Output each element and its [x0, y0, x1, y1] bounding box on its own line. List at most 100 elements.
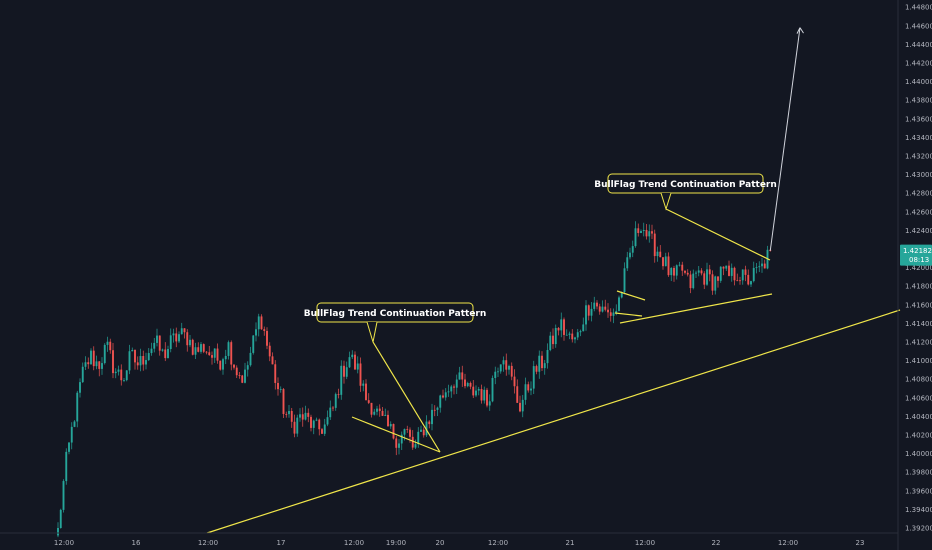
price-tick-label: 1.43000: [905, 171, 932, 179]
candle-body: [497, 371, 499, 373]
candle-body: [587, 305, 590, 316]
candle-body: [620, 292, 623, 298]
candle-body: [656, 251, 659, 257]
candle-body: [373, 411, 376, 415]
flag2-upper-line[interactable]: [665, 208, 771, 261]
candle-body: [307, 412, 310, 417]
candle-body: [618, 297, 620, 311]
candle-body: [560, 319, 563, 331]
candle-body: [686, 272, 689, 275]
candle-body: [728, 265, 730, 276]
candle-body: [376, 408, 378, 412]
candle-body: [340, 365, 343, 395]
price-tick-label: 1.42800: [905, 190, 932, 198]
candle-body: [109, 341, 112, 351]
candle-body: [406, 429, 409, 430]
price-tick-label: 1.41200: [905, 339, 932, 347]
candle-body: [92, 350, 95, 367]
price-tick-label: 1.43600: [905, 115, 932, 123]
time-axis[interactable]: 12:00 16 12:00 17 12:00 19:00 20 12:00 21 12:00 22…: [0, 532, 898, 547]
candle-body: [494, 371, 497, 378]
time-tick-label: 12:00: [198, 539, 218, 547]
candle-body: [761, 263, 763, 267]
candle-body: [530, 388, 532, 391]
candle-body: [117, 369, 120, 372]
candle-body: [98, 361, 101, 369]
candle-body: [241, 375, 244, 383]
candle-body: [623, 268, 626, 293]
candle-body: [466, 382, 469, 387]
flag2-lower-line[interactable]: [619, 293, 773, 324]
time-tick-label: 12:00: [778, 539, 798, 547]
annotations-layer[interactable]: BullFlag Trend Continuation Pattern BullF…: [304, 173, 777, 343]
candle-body: [571, 333, 574, 340]
projection-arrowhead: [796, 27, 804, 34]
pattern-annotation[interactable]: BullFlag Trend Continuation Pattern: [594, 173, 777, 211]
candle-body: [79, 382, 81, 393]
annotation-text: BullFlag Trend Continuation Pattern: [304, 309, 487, 319]
candle-body: [576, 332, 579, 338]
candle-body: [488, 401, 491, 406]
candle-body: [384, 414, 387, 416]
candle-body: [312, 420, 315, 428]
price-tick-label: 1.39600: [905, 487, 932, 495]
candle-body: [277, 382, 279, 390]
flag1-lower-line[interactable]: [351, 416, 441, 453]
candle-body: [293, 421, 296, 434]
candle-body: [318, 419, 321, 430]
candle-body: [640, 231, 642, 233]
candle-body: [359, 363, 362, 386]
candle-body: [574, 337, 576, 340]
candle-body: [596, 302, 598, 307]
candle-body: [175, 333, 178, 342]
candle-body: [615, 310, 618, 313]
candle-body: [675, 265, 678, 276]
drawings-layer[interactable]: [206, 27, 901, 534]
candle-body: [123, 380, 125, 381]
candle-body: [554, 327, 557, 345]
candle-body: [741, 269, 744, 281]
candle-body: [266, 330, 268, 346]
candle-body: [411, 436, 414, 448]
candle-body: [224, 355, 227, 360]
candle-body: [758, 266, 761, 268]
candle-body: [450, 386, 453, 392]
price-tick-label: 1.39400: [905, 506, 932, 514]
candle-body: [422, 429, 425, 436]
mini-flag-upper-line[interactable]: [616, 290, 646, 301]
candle-body: [191, 339, 194, 355]
candle-body: [763, 263, 766, 269]
candle-body: [246, 365, 249, 370]
candle-body: [532, 366, 535, 389]
candle-body: [433, 409, 436, 411]
candle-body: [400, 434, 403, 444]
candle-body: [590, 308, 593, 316]
candle-body: [299, 414, 301, 418]
candle-body: [197, 347, 200, 352]
candle-body: [480, 389, 483, 401]
candle-body: [601, 306, 604, 312]
candle-body: [76, 392, 79, 422]
candle-body: [112, 350, 114, 374]
candle-body: [439, 395, 442, 408]
candle-body: [202, 344, 205, 352]
candle-body: [747, 274, 750, 285]
price-tick-label: 1.40400: [905, 413, 932, 421]
candle-body: [260, 316, 263, 330]
candle-body: [593, 302, 596, 309]
candle-body: [444, 392, 447, 398]
price-tick-label: 1.43400: [905, 134, 932, 142]
candle-body: [186, 332, 189, 346]
mini-flag-lower-line[interactable]: [614, 312, 643, 317]
candle-body: [403, 429, 406, 435]
price-tick-label: 1.41400: [905, 320, 932, 328]
flag1-upper-line[interactable]: [372, 341, 441, 453]
long-term-trendline[interactable]: [206, 309, 901, 534]
candle-body: [516, 386, 519, 403]
pattern-annotation[interactable]: BullFlag Trend Continuation Pattern: [304, 302, 487, 343]
projection-arrow[interactable]: [769, 27, 801, 251]
bar-countdown-label: 08:13: [909, 256, 929, 264]
candle-body: [469, 382, 472, 387]
